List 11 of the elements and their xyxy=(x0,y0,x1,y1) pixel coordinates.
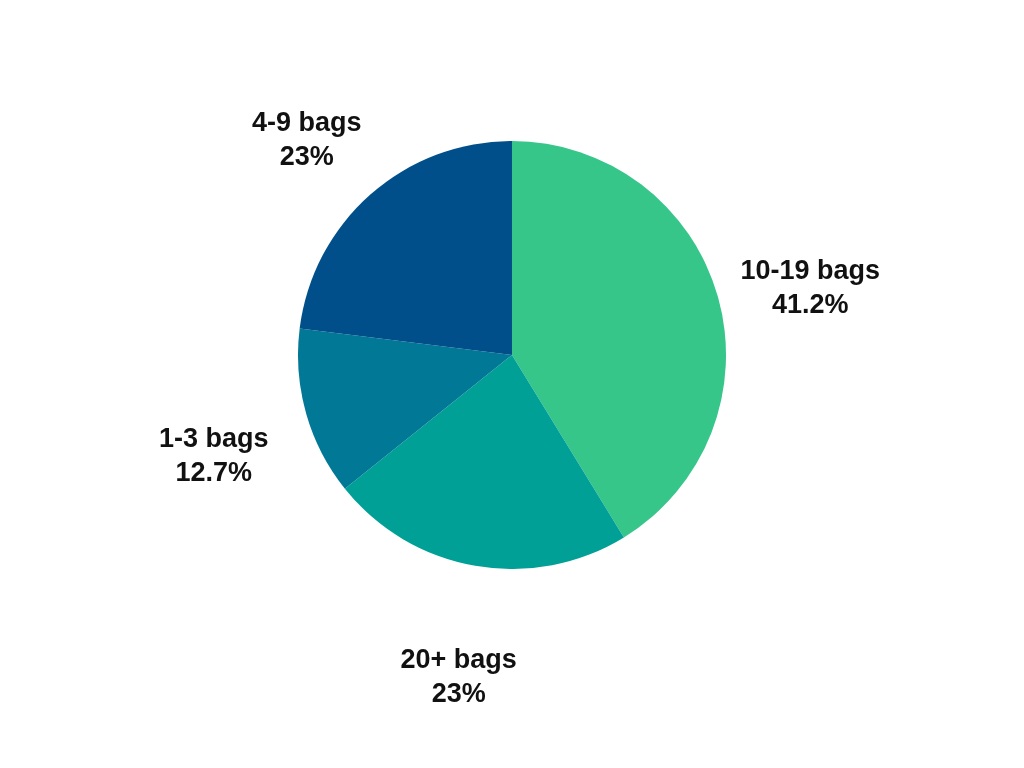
pie-slice xyxy=(298,328,512,489)
slice-label: 1-3 bags xyxy=(158,423,269,454)
pie-slice xyxy=(512,141,726,538)
pie-slice xyxy=(344,355,624,569)
data-label: 23% xyxy=(279,140,334,171)
data-label: 41.2% xyxy=(772,288,849,319)
slice-label: 4-9 bags xyxy=(252,106,362,137)
slice-label: 10-19 bags xyxy=(740,254,881,285)
data-label: 12.7% xyxy=(175,457,252,488)
data-label: 23% xyxy=(431,678,486,709)
slice-label: 20+ bags xyxy=(400,644,517,675)
